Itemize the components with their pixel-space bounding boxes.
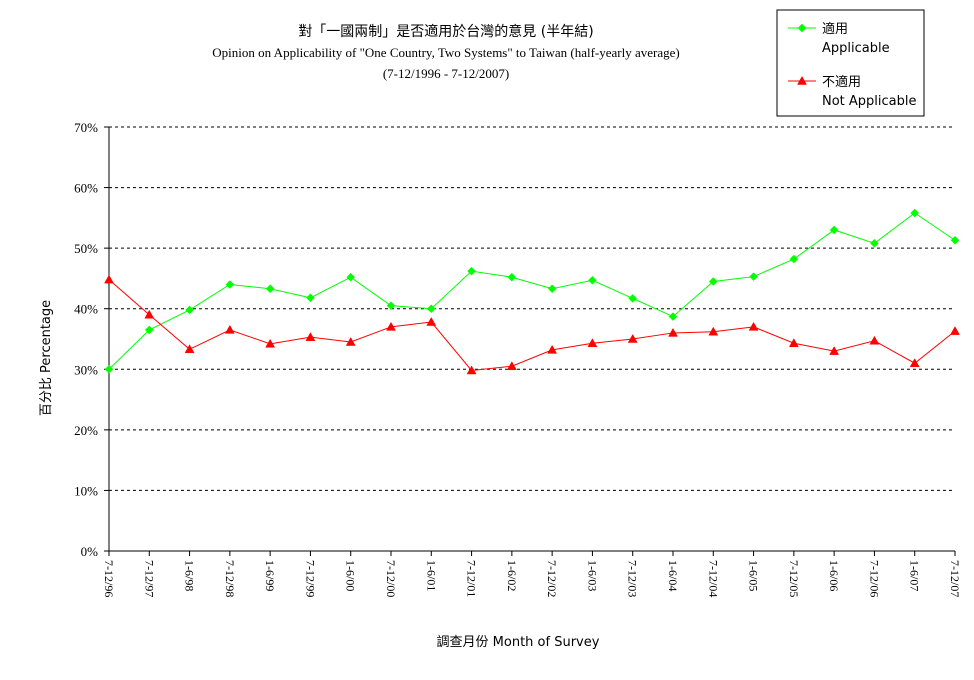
x-tick-label: 7-12/05	[787, 560, 801, 597]
x-tick-label: 7-12/06	[867, 560, 881, 597]
data-point	[466, 365, 477, 375]
x-tick-label: 7-12/04	[706, 560, 720, 597]
series-line	[108, 279, 956, 372]
x-axis-title: 調查月份 Month of Survey	[437, 635, 600, 650]
x-tick-label: 7-12/00	[384, 560, 398, 597]
data-point	[870, 238, 879, 248]
x-tick-label: 7-12/07	[948, 560, 962, 597]
series	[104, 208, 960, 375]
x-tick-label: 1-6/00	[344, 560, 358, 591]
data-point	[909, 358, 920, 367]
x-tick-label: 1-6/03	[585, 560, 599, 591]
data-point	[588, 275, 597, 285]
axes	[104, 126, 956, 556]
legend-label-en: Applicable	[822, 41, 890, 56]
legend-swatch-marker	[797, 75, 807, 85]
y-tick-labels: 0% 10% 20% 30% 40% 50% 60% 70%	[74, 120, 98, 559]
data-point	[829, 225, 839, 235]
data-point	[265, 284, 275, 294]
x-tick-label: 1-6/04	[666, 560, 680, 591]
data-point	[144, 309, 155, 319]
data-point	[708, 277, 718, 286]
series-not-applicable	[104, 274, 960, 375]
x-tick-label: 7-12/98	[223, 560, 237, 597]
x-tick-label: 1-6/02	[505, 560, 519, 591]
data-point	[547, 344, 558, 354]
data-point	[104, 274, 114, 284]
data-point	[910, 208, 920, 218]
data-point	[185, 305, 194, 315]
data-point	[224, 324, 235, 334]
y-tick-label: 60%	[74, 181, 98, 196]
x-tick-label: 1-6/07	[908, 560, 922, 591]
data-point	[225, 280, 235, 289]
data-point	[950, 326, 960, 335]
data-point	[426, 304, 436, 314]
data-point	[668, 312, 678, 321]
data-point	[467, 266, 476, 276]
data-point	[950, 235, 960, 245]
y-tick-label: 0%	[81, 544, 99, 559]
y-tick-label: 30%	[74, 362, 98, 377]
x-tick-label: 7-12/99	[303, 560, 317, 597]
series-line	[108, 212, 956, 370]
x-tick-label: 1-6/05	[747, 560, 761, 591]
data-point	[628, 294, 638, 303]
data-point	[627, 333, 638, 343]
data-point	[386, 301, 396, 311]
y-tick-label: 10%	[74, 483, 98, 498]
x-tick-label: 1-6/98	[183, 560, 197, 591]
y-tick-label: 50%	[74, 241, 98, 256]
x-tick-label: 7-12/96	[102, 560, 116, 597]
data-point	[708, 326, 719, 336]
x-tick-label: 1-6/99	[263, 560, 277, 591]
data-point	[507, 272, 517, 282]
series-applicable	[104, 208, 960, 374]
data-point	[426, 317, 437, 326]
data-point	[789, 254, 799, 264]
x-tick-labels: 7-12/96 7-12/97 1-6/98 7-12/98 1-6/99 7-12/99…	[102, 560, 962, 597]
y-tick-label: 20%	[74, 423, 98, 438]
data-point	[144, 325, 154, 335]
data-point	[587, 338, 598, 347]
data-point	[306, 293, 315, 303]
data-point	[345, 337, 356, 346]
data-point	[547, 284, 557, 294]
data-point	[184, 344, 195, 354]
legend-swatch-marker	[797, 23, 807, 33]
chart-date-range: (7-12/1996 - 7-12/2007)	[383, 66, 509, 81]
y-tick-label: 40%	[74, 302, 98, 317]
gridlines	[109, 126, 955, 491]
data-point	[386, 321, 396, 331]
data-point	[265, 338, 276, 348]
x-tick-label: 1-6/06	[827, 560, 841, 591]
legend-label-cn: 不適用	[822, 74, 861, 90]
data-point	[305, 332, 316, 341]
legend-entries: 適用 Applicable 不適用 Not Applicable	[788, 21, 917, 109]
legend-label-en: Not Applicable	[822, 94, 917, 109]
chart-title: 對「一國兩制」是否適用於台灣的意見 (半年結)	[298, 23, 593, 40]
x-tick-label: 1-6/01	[424, 560, 438, 591]
data-point	[346, 272, 356, 282]
data-point	[829, 346, 840, 355]
data-point	[104, 364, 114, 374]
x-tick-label: 7-12/02	[545, 560, 559, 597]
data-point	[788, 338, 799, 347]
data-point	[668, 327, 678, 337]
data-point	[506, 361, 517, 371]
y-tick-label: 70%	[74, 120, 98, 135]
data-point	[749, 272, 758, 281]
data-point	[869, 335, 880, 345]
data-point	[748, 321, 759, 331]
chart-subtitle: Opinion on Applicability of "One Country…	[212, 45, 679, 60]
x-tick-label: 7-12/03	[626, 560, 640, 597]
legend-label-cn: 適用	[822, 21, 848, 37]
x-tick-label: 7-12/01	[465, 560, 479, 597]
legend: 適用 Applicable 不適用 Not Applicable	[776, 9, 925, 117]
y-axis-title: 百分比 Percentage	[39, 300, 54, 416]
x-tick-label: 7-12/97	[142, 560, 156, 597]
